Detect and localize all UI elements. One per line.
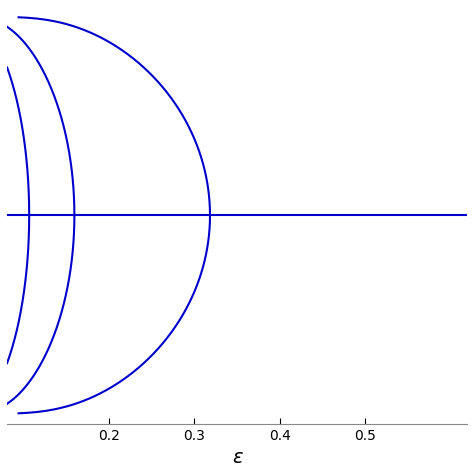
X-axis label: ε: ε — [232, 448, 242, 467]
